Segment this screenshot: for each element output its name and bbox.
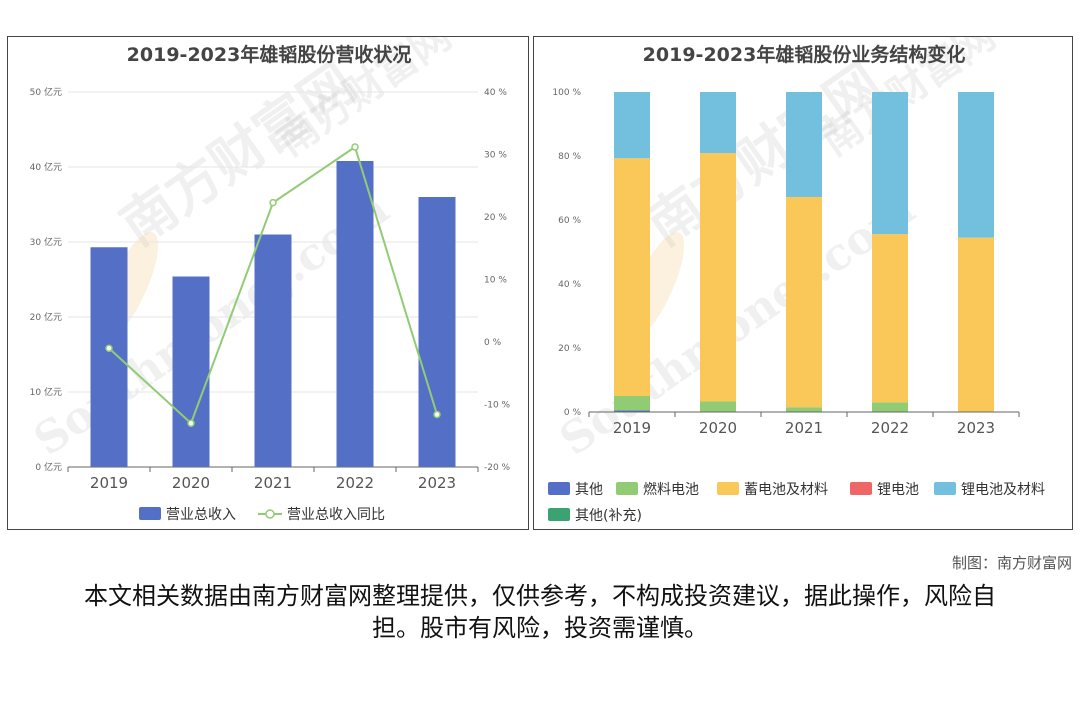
legend-label: 其他 — [575, 482, 603, 498]
y2-tick-label: 20 % — [484, 213, 507, 223]
revenue-bar-2022 — [336, 161, 374, 467]
stack-segment-2019 — [614, 410, 650, 412]
yoy-point-2023 — [433, 410, 441, 419]
yoy-point-2019 — [105, 344, 113, 352]
revenue-bar-2023 — [418, 197, 456, 467]
revenue-bar-2021 — [254, 234, 292, 467]
y2-tick-label: -10 % — [484, 401, 511, 411]
legend-swatch — [548, 508, 570, 521]
legend-marker-yoy — [265, 509, 275, 519]
legend-swatch-revenue — [139, 507, 161, 520]
yoy-point-2022 — [351, 143, 359, 151]
x-tick-label: 2022 — [871, 419, 909, 437]
x-tick-label: 2019 — [90, 474, 128, 492]
stack-segment-2019 — [614, 158, 650, 396]
yoy-point-2021 — [269, 198, 277, 207]
legend-swatch — [616, 482, 638, 495]
y-tick-label: 40 亿元 — [30, 161, 62, 173]
stack-segment-2019 — [614, 396, 650, 411]
watermark-domain-text: Southmoney.com — [551, 183, 924, 466]
legend-label-revenue: 营业总收入 — [166, 507, 236, 523]
y2-tick-label: 30 % — [484, 151, 507, 161]
y2-tick-label: 40 % — [484, 88, 507, 98]
legend-swatch — [548, 482, 570, 495]
legend-label: 锂电池 — [877, 482, 919, 498]
x-tick-label: 2020 — [699, 419, 737, 437]
revenue-bar-2019 — [90, 247, 128, 467]
y-tick-label: 10 亿元 — [30, 386, 62, 398]
legend-label-yoy: 营业总收入同比 — [287, 507, 385, 523]
stack-segment-2020 — [700, 92, 736, 154]
y-tick-label: 20 % — [558, 344, 581, 354]
chart-title: 2019-2023年雄韬股份业务结构变化 — [643, 43, 966, 66]
y-tick-label: 20 亿元 — [30, 311, 62, 323]
y-tick-label: 40 % — [558, 280, 581, 290]
x-tick-label: 2020 — [172, 474, 210, 492]
y-tick-label: 0 % — [564, 408, 582, 418]
y2-tick-label: 0 % — [484, 338, 502, 348]
chart-title: 2019-2023年雄韬股份营收状况 — [127, 43, 412, 66]
y-tick-label: 60 % — [558, 216, 581, 226]
disclaimer-text: 本文相关数据由南方财富网整理提供，仅供参考，不构成投资建议，据此操作，风险自担。… — [84, 582, 996, 642]
yoy-point-2020 — [187, 419, 195, 427]
x-tick-label: 2022 — [336, 474, 374, 492]
stack-segment-2022 — [872, 92, 908, 235]
x-tick-label: 2021 — [785, 419, 823, 437]
legend-label: 蓄电池及材料 — [744, 482, 828, 498]
legend-swatch — [850, 482, 872, 495]
x-tick-label: 2021 — [254, 474, 292, 492]
x-tick-label: 2023 — [418, 474, 456, 492]
legend-swatch — [717, 482, 739, 495]
stack-segment-2021 — [786, 407, 822, 412]
legend-swatch — [934, 482, 956, 495]
legend-label: 燃料电池 — [643, 481, 699, 498]
stack-segment-2023 — [958, 237, 994, 412]
x-tick-label: 2023 — [957, 419, 995, 437]
y-tick-label: 50 亿元 — [30, 86, 62, 98]
stack-segment-2020 — [700, 401, 736, 412]
x-tick-label: 2019 — [613, 419, 651, 437]
revenue-chart-panel: 南方财富网 Southmoney.com 南方财富网 2019-2023年雄韬股份营收… — [7, 36, 529, 530]
revenue-bar-2020 — [172, 276, 210, 467]
legend-label: 锂电池及材料 — [961, 482, 1045, 498]
stack-segment-2023 — [958, 92, 994, 238]
stack-segment-2019 — [614, 92, 650, 159]
revenue-chart: 南方财富网Southmoney.com南方财富网2019-2023年雄韬股份营收… — [25, 37, 511, 523]
stack-segment-2021 — [786, 92, 822, 197]
business-structure-chart-panel: 南方财富网 Southmoney.com 南方财富网 2019-2023年雄韬股份业务… — [533, 36, 1073, 530]
y2-tick-label: 10 % — [484, 276, 507, 286]
y-tick-label: 0 亿元 — [35, 461, 62, 473]
y-tick-label: 100 % — [552, 88, 581, 98]
chart-credit: 制图：南方财富网 — [951, 554, 1072, 572]
stack-segment-2022 — [872, 234, 908, 403]
stack-segment-2021 — [786, 196, 822, 408]
stack-segment-2020 — [700, 153, 736, 402]
business-structure-chart: 南方财富网Southmoney.com南方财富网2019-2023年雄韬股份业务… — [548, 37, 1045, 524]
stack-segment-2022 — [872, 402, 908, 412]
y-tick-label: 80 % — [558, 152, 581, 162]
y2-tick-label: -20 % — [484, 463, 511, 473]
legend-label: 其他(补充) — [575, 508, 642, 524]
y-tick-label: 30 亿元 — [30, 236, 62, 248]
